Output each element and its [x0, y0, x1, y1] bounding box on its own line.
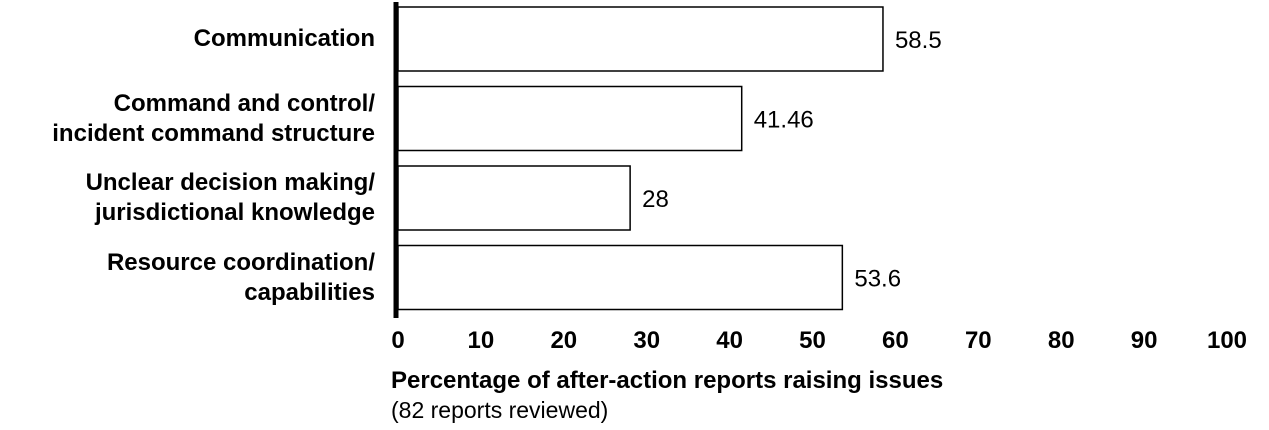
x-axis-note: (82 reports reviewed) [391, 397, 609, 423]
x-axis-title: Percentage of after-action reports raisi… [391, 367, 944, 394]
bar-2 [397, 165, 631, 231]
bar-0 [397, 6, 884, 72]
x-tick-label-3: 30 [633, 327, 660, 354]
data-label-1: 41.46 [754, 107, 814, 134]
x-tick-label-0: 0 [391, 327, 404, 354]
data-label-0: 58.5 [895, 27, 942, 54]
category-label-0: Communication [193, 25, 375, 52]
x-tick-label-2: 20 [550, 327, 577, 354]
x-tick-label-6: 60 [882, 327, 909, 354]
category-label-2: Unclear decision making/ jurisdictional … [85, 169, 375, 226]
x-tick-label-9: 90 [1131, 327, 1158, 354]
x-tick-label-4: 40 [716, 327, 743, 354]
category-label-3: Resource coordination/ capabilities [106, 248, 375, 306]
x-tick-label-1: 10 [468, 327, 495, 354]
category-label-1: Command and control/ incident command st… [52, 89, 375, 147]
x-tick-label-5: 50 [799, 327, 826, 354]
bar-1 [397, 85, 743, 152]
x-tick-label-10: 100 [1207, 327, 1247, 354]
data-label-3: 53.6 [854, 266, 901, 293]
bar-3 [397, 244, 844, 311]
data-label-2: 28 [642, 186, 669, 213]
x-tick-label-7: 70 [965, 327, 992, 354]
x-tick-label-8: 80 [1048, 327, 1075, 354]
